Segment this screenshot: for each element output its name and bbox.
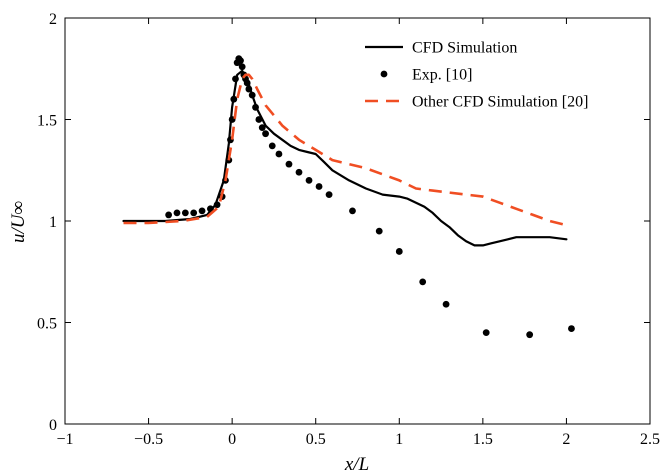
- exp-data-point: [395, 248, 403, 255]
- exp-data-point: [245, 85, 253, 93]
- y-tick-label: 0.5: [37, 316, 57, 333]
- exp-data-point: [198, 207, 206, 215]
- legend: CFD Simulation Exp. [10] Other CFD Simulat…: [365, 40, 588, 111]
- exp-data-point: [526, 331, 534, 339]
- exp-data-point: [243, 79, 251, 87]
- exp-data-point: [482, 329, 490, 337]
- series-other-cfd-line: [123, 73, 567, 227]
- exp-data-point: [295, 168, 303, 176]
- y-tick-label: 0: [49, 417, 57, 434]
- exp-data-point: [190, 209, 198, 217]
- exp-data-point: [238, 63, 246, 71]
- exp-data-point: [285, 160, 293, 168]
- exp-data-point: [268, 142, 276, 150]
- y-tick-label: 1: [49, 214, 57, 231]
- x-tick-label: −1: [56, 431, 73, 448]
- exp-data-point: [255, 116, 263, 123]
- series-exp-markers: [165, 55, 575, 339]
- exp-data-point: [419, 278, 427, 286]
- legend-entry-label: Exp. [10]: [412, 67, 472, 84]
- axis-ticks: −1 −0.5 0 0.5 1 1.5 2 2.5 0 0.5 1 1.5 2: [37, 11, 660, 448]
- x-tick-label: 1: [395, 431, 403, 448]
- exp-data-point: [207, 205, 214, 213]
- x-tick-label: 2: [562, 431, 570, 448]
- exp-data-point: [213, 201, 221, 209]
- exp-data-point: [248, 91, 256, 99]
- exp-data-point: [568, 325, 575, 332]
- exp-data-point: [262, 130, 269, 138]
- exp-data-point: [305, 177, 313, 184]
- exp-data-point: [181, 209, 189, 217]
- legend-entry-label: CFD Simulation: [412, 40, 517, 57]
- exp-data-point: [442, 300, 450, 308]
- y-tick-label: 2: [49, 11, 57, 28]
- exp-data-point: [230, 95, 238, 103]
- exp-data-point: [252, 103, 259, 111]
- legend-entry-label: Other CFD Simulation [20]: [412, 94, 588, 111]
- exp-data-point: [315, 183, 323, 190]
- legend-marker: [380, 70, 388, 78]
- exp-data-point: [237, 57, 244, 65]
- x-tick-label: 0: [228, 431, 236, 448]
- series-layer: [122, 55, 575, 339]
- x-tick-label: 2.5: [640, 431, 660, 448]
- exp-data-point: [275, 150, 283, 158]
- x-tick-label: −0.5: [134, 431, 163, 448]
- y-tick-label: 1.5: [37, 113, 57, 130]
- exp-data-point: [349, 207, 356, 215]
- series-cfd-line: [122, 69, 568, 247]
- exp-data-point: [325, 191, 333, 199]
- exp-data-point: [173, 209, 181, 217]
- x-axis-label: x/L: [344, 454, 369, 474]
- exp-data-point: [258, 124, 266, 132]
- exp-data-point: [375, 227, 383, 235]
- exp-data-point: [232, 75, 239, 83]
- x-tick-label: 1.5: [473, 431, 493, 448]
- exp-data-point: [165, 211, 173, 219]
- x-tick-label: 0.5: [306, 431, 326, 448]
- y-axis-label: u/U∞: [8, 201, 29, 243]
